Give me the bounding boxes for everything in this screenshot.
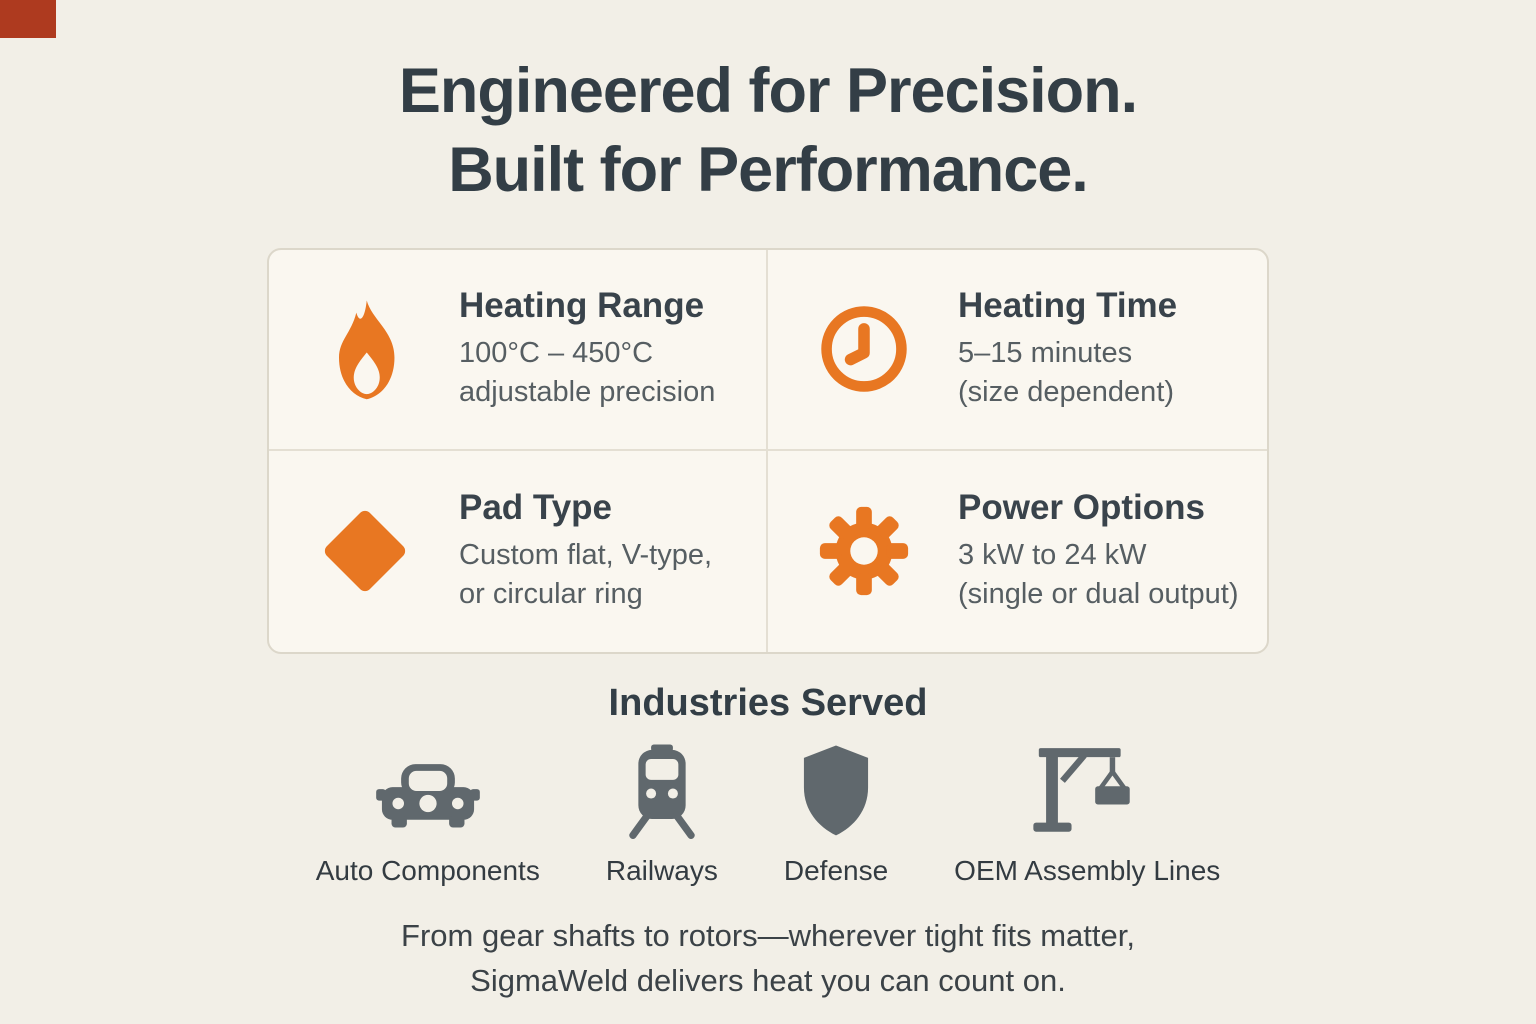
industry-label: Auto Components xyxy=(315,854,540,886)
industries-heading: Industries Served xyxy=(608,681,928,724)
diamond-icon xyxy=(313,502,417,600)
industry-railways: Railways xyxy=(606,739,718,887)
industry-label: Defense xyxy=(783,854,889,886)
spec-text: Heating Time 5–15 minutes (size dependen… xyxy=(958,286,1177,411)
spec-desc: Custom flat, V-type, or circular ring xyxy=(459,539,713,610)
page-title-line1: Engineered for Precision. xyxy=(398,56,1138,126)
industry-defense: Defense xyxy=(784,739,888,887)
spec-desc: 3 kW to 24 kW (single or dual output) xyxy=(958,539,1239,610)
industry-auto-components: Auto Components xyxy=(316,739,540,887)
spec-title: Heating Range xyxy=(459,286,705,326)
car-icon xyxy=(368,739,488,839)
spec-cell-heating-time: Heating Time 5–15 minutes (size dependen… xyxy=(768,250,1267,451)
page-title: Engineered for Precision. Built for Perf… xyxy=(0,0,1536,210)
spec-title: Pad Type xyxy=(459,488,613,528)
industry-label: Railways xyxy=(605,854,718,886)
footer-tagline: From gear shafts to rotors—wherever tigh… xyxy=(401,917,1135,999)
shield-icon xyxy=(791,739,881,839)
industry-oem-assembly: OEM Assembly Lines xyxy=(954,739,1220,887)
industries-row: Auto Components Railways xyxy=(0,739,1536,887)
spec-cell-power-options: Power Options 3 kW to 24 kW (single or d… xyxy=(768,451,1267,652)
spec-text: Pad Type Custom flat, V-type, or circula… xyxy=(459,488,712,613)
spec-desc: 5–15 minutes (size dependent) xyxy=(958,337,1175,408)
spec-title: Heating Time xyxy=(958,286,1178,326)
crane-icon xyxy=(1017,739,1157,839)
train-icon xyxy=(616,739,708,839)
spec-desc: 100°C – 450°C adjustable precision xyxy=(459,337,716,408)
spec-cell-heating-range: Heating Range 100°C – 450°C adjustable p… xyxy=(269,249,768,451)
gear-icon xyxy=(812,502,916,600)
spec-title: Power Options xyxy=(958,488,1205,528)
flame-icon xyxy=(313,297,417,401)
spec-cell-pad-type: Pad Type Custom flat, V-type, or circula… xyxy=(269,450,768,652)
corner-accent xyxy=(0,0,56,38)
spec-text: Power Options 3 kW to 24 kW (single or d… xyxy=(958,488,1239,613)
industry-label: OEM Assembly Lines xyxy=(954,854,1221,886)
clock-icon xyxy=(812,301,916,397)
page-title-line2: Built for Performance. xyxy=(448,134,1089,205)
spec-card: Heating Range 100°C – 450°C adjustable p… xyxy=(267,247,1269,654)
spec-text: Heating Range 100°C – 450°C adjustable p… xyxy=(459,286,715,411)
